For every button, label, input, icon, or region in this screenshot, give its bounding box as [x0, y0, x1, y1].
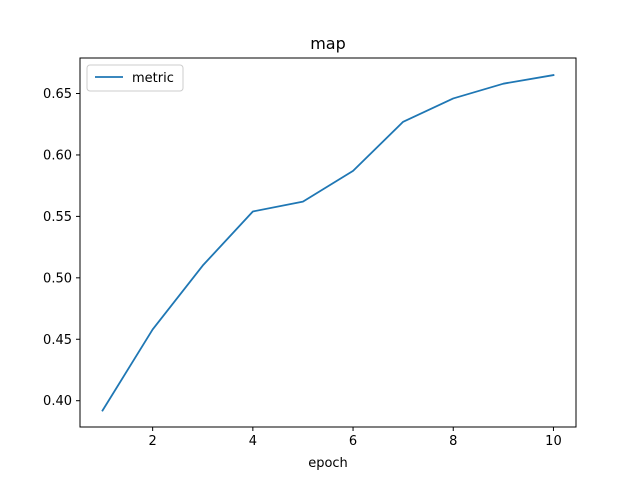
x-axis: 2 4 6 8 10	[149, 427, 562, 449]
y-tick-label: 0.50	[43, 271, 72, 286]
y-tick-label: 0.55	[43, 210, 72, 225]
x-axis-label: epoch	[308, 456, 348, 471]
legend-box	[86, 64, 184, 92]
y-axis: 0.40 0.45 0.50 0.55 0.60 0.65	[43, 87, 80, 409]
y-tick-label: 0.65	[43, 87, 72, 102]
y-tick-label: 0.45	[43, 333, 72, 348]
x-tick-label: 2	[149, 434, 157, 449]
legend-label: metric	[132, 71, 174, 86]
y-tick-label: 0.60	[43, 148, 72, 163]
y-tick-label: 0.40	[43, 394, 72, 409]
plot-frame	[79, 57, 577, 428]
series-layer	[101, 74, 555, 412]
x-tick-label: 8	[449, 434, 457, 449]
x-tick-label: 4	[249, 434, 257, 449]
legend: metric	[86, 64, 184, 92]
chart-title: map	[310, 34, 346, 53]
x-tick-label: 10	[545, 434, 562, 449]
plot-area	[80, 58, 576, 427]
series-line-metric	[101, 74, 555, 412]
x-tick-label: 6	[349, 434, 357, 449]
